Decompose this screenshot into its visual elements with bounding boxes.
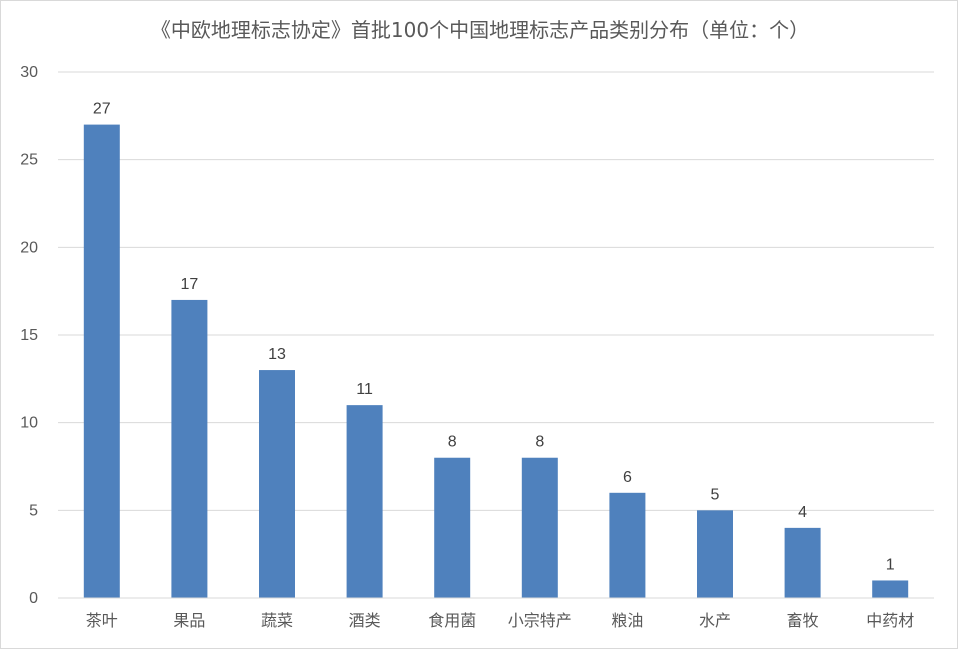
y-axis-ticks: 0 5 10 15 20 25 30: [20, 64, 38, 607]
x-tick-label: 水产: [699, 611, 731, 630]
data-label: 5: [711, 486, 720, 503]
x-tick-label: 食用菌: [428, 611, 476, 630]
data-label: 27: [93, 101, 111, 118]
x-tick-label: 茶叶: [86, 611, 118, 630]
data-label: 4: [798, 504, 807, 521]
y-tick-label: 5: [29, 502, 38, 519]
bar: [434, 457, 471, 598]
bar: [259, 370, 295, 598]
x-tick-label: 中药材: [866, 611, 914, 630]
data-label: 13: [268, 346, 286, 363]
data-label: 11: [356, 381, 373, 398]
data-label: 6: [623, 469, 632, 486]
y-tick-label: 30: [20, 64, 38, 81]
x-tick-label: 小宗特产: [508, 611, 572, 630]
x-tick-label: 畜牧: [787, 611, 819, 630]
data-label: 8: [448, 434, 457, 451]
bar: [83, 124, 120, 598]
x-tick-label: 粮油: [611, 611, 643, 630]
bar: [609, 492, 646, 598]
y-tick-label: 25: [20, 152, 38, 169]
bar: [346, 405, 383, 598]
bar: [872, 580, 909, 598]
x-tick-label: 果品: [173, 611, 205, 630]
x-tick-label: 酒类: [349, 611, 381, 630]
bar: [521, 457, 558, 598]
data-labels: 27 17 13 11 8 8 6 5 4 1: [93, 101, 895, 574]
y-tick-label: 10: [20, 415, 38, 432]
data-label: 8: [535, 434, 544, 451]
data-label: 17: [181, 276, 199, 293]
bar: [784, 527, 821, 598]
bars: [83, 124, 909, 598]
x-tick-label: 蔬菜: [261, 611, 293, 630]
chart-title: 《中欧地理标志协定》首批100个中国地理标志产品类别分布（单位：个）: [150, 18, 810, 42]
y-tick-label: 15: [20, 327, 38, 344]
x-axis-categories: 茶叶 果品 蔬菜 酒类 食用菌 小宗特产 粮油 水产 畜牧 中药材: [86, 611, 914, 630]
bar: [697, 510, 733, 598]
data-label: 1: [886, 556, 895, 573]
y-tick-label: 20: [20, 239, 38, 256]
y-tick-label: 0: [29, 590, 38, 607]
bar: [171, 299, 208, 598]
